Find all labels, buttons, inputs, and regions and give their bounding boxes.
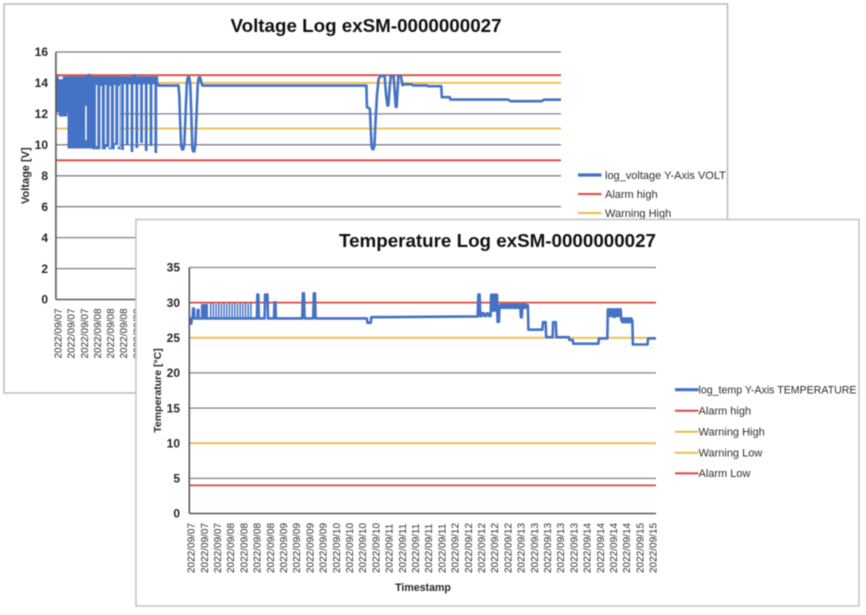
svg-text:2022/09/08: 2022/09/08	[266, 523, 277, 573]
svg-text:log_temp Y-Axis TEMPERATURE: log_temp Y-Axis TEMPERATURE	[699, 385, 857, 397]
svg-text:2022/09/12: 2022/09/12	[451, 523, 462, 573]
svg-text:2022/09/08: 2022/09/08	[106, 308, 117, 358]
svg-text:2022/09/12: 2022/09/12	[490, 523, 501, 573]
svg-text:Voltage Log exSM-0000000027: Voltage Log exSM-0000000027	[230, 15, 501, 36]
svg-text:0: 0	[41, 293, 48, 307]
svg-text:14: 14	[35, 76, 49, 90]
svg-text:2022/09/11: 2022/09/11	[437, 523, 448, 573]
svg-text:8: 8	[41, 169, 48, 183]
svg-text:2022/09/13: 2022/09/13	[543, 523, 554, 573]
svg-text:25: 25	[167, 331, 181, 345]
svg-text:2022/09/11: 2022/09/11	[385, 523, 396, 573]
svg-text:2022/09/07: 2022/09/07	[67, 308, 78, 358]
svg-text:2022/09/07: 2022/09/07	[213, 523, 224, 573]
svg-text:Voltage [V]: Voltage [V]	[20, 147, 32, 204]
svg-text:Warning High: Warning High	[699, 427, 765, 439]
svg-text:2022/09/08: 2022/09/08	[119, 308, 130, 358]
svg-text:Temperature [°C]: Temperature [°C]	[152, 348, 164, 433]
svg-text:2022/09/10: 2022/09/10	[371, 523, 382, 573]
svg-text:2022/09/08: 2022/09/08	[239, 523, 250, 573]
svg-text:2022/09/15: 2022/09/15	[649, 523, 660, 573]
svg-text:2: 2	[41, 262, 48, 276]
svg-text:2022/09/12: 2022/09/12	[477, 523, 488, 573]
svg-text:0: 0	[173, 507, 180, 521]
svg-text:2022/09/15: 2022/09/15	[635, 523, 646, 573]
svg-text:4: 4	[41, 231, 48, 245]
svg-text:2022/09/08: 2022/09/08	[226, 523, 237, 573]
svg-text:2022/09/09: 2022/09/09	[292, 523, 303, 573]
svg-text:2022/09/07: 2022/09/07	[187, 523, 198, 573]
svg-text:2022/09/14: 2022/09/14	[622, 523, 633, 573]
svg-text:2022/09/07: 2022/09/07	[80, 308, 91, 358]
svg-text:2022/09/11: 2022/09/11	[411, 523, 422, 573]
svg-text:2022/09/08: 2022/09/08	[93, 308, 104, 358]
svg-text:Alarm high: Alarm high	[699, 406, 752, 418]
svg-text:2022/09/09: 2022/09/09	[319, 523, 330, 573]
svg-text:2022/09/12: 2022/09/12	[464, 523, 475, 573]
svg-text:10: 10	[167, 436, 181, 450]
svg-text:16: 16	[35, 45, 49, 59]
svg-text:2022/09/13: 2022/09/13	[530, 523, 541, 573]
svg-text:15: 15	[167, 401, 181, 415]
svg-text:2022/09/10: 2022/09/10	[345, 523, 356, 573]
svg-text:Temperature Log exSM-000000002: Temperature Log exSM-0000000027	[339, 230, 656, 251]
svg-text:20: 20	[167, 366, 181, 380]
svg-text:log_voltage Y-Axis VOLT: log_voltage Y-Axis VOLT	[605, 170, 726, 182]
svg-text:2022/09/08: 2022/09/08	[253, 523, 264, 573]
svg-text:6: 6	[41, 200, 48, 214]
svg-text:2022/09/14: 2022/09/14	[583, 523, 594, 573]
svg-text:10: 10	[35, 138, 49, 152]
svg-text:2022/09/13: 2022/09/13	[556, 523, 567, 573]
svg-text:2022/09/09: 2022/09/09	[305, 523, 316, 573]
svg-text:2022/09/10: 2022/09/10	[332, 523, 343, 573]
svg-text:Alarm Low: Alarm Low	[699, 468, 751, 480]
svg-text:2022/09/13: 2022/09/13	[517, 523, 528, 573]
svg-text:2022/09/14: 2022/09/14	[596, 523, 607, 573]
svg-text:2022/09/09: 2022/09/09	[279, 523, 290, 573]
svg-text:12: 12	[35, 107, 49, 121]
svg-text:Timestamp: Timestamp	[395, 582, 451, 594]
svg-text:Warning Low: Warning Low	[699, 448, 763, 460]
svg-text:2022/09/11: 2022/09/11	[424, 523, 435, 573]
svg-text:5: 5	[173, 472, 180, 486]
svg-text:Warning High: Warning High	[605, 208, 671, 220]
svg-text:2022/09/11: 2022/09/11	[398, 523, 409, 573]
svg-text:35: 35	[167, 261, 181, 275]
svg-text:2022/09/13: 2022/09/13	[569, 523, 580, 573]
svg-text:2022/09/12: 2022/09/12	[503, 523, 514, 573]
svg-text:2022/09/07: 2022/09/07	[54, 308, 65, 358]
svg-text:30: 30	[167, 296, 181, 310]
svg-text:Alarm high: Alarm high	[605, 189, 658, 201]
svg-text:2022/09/10: 2022/09/10	[358, 523, 369, 573]
svg-text:2022/09/14: 2022/09/14	[609, 523, 620, 573]
svg-text:2022/09/07: 2022/09/07	[200, 523, 211, 573]
